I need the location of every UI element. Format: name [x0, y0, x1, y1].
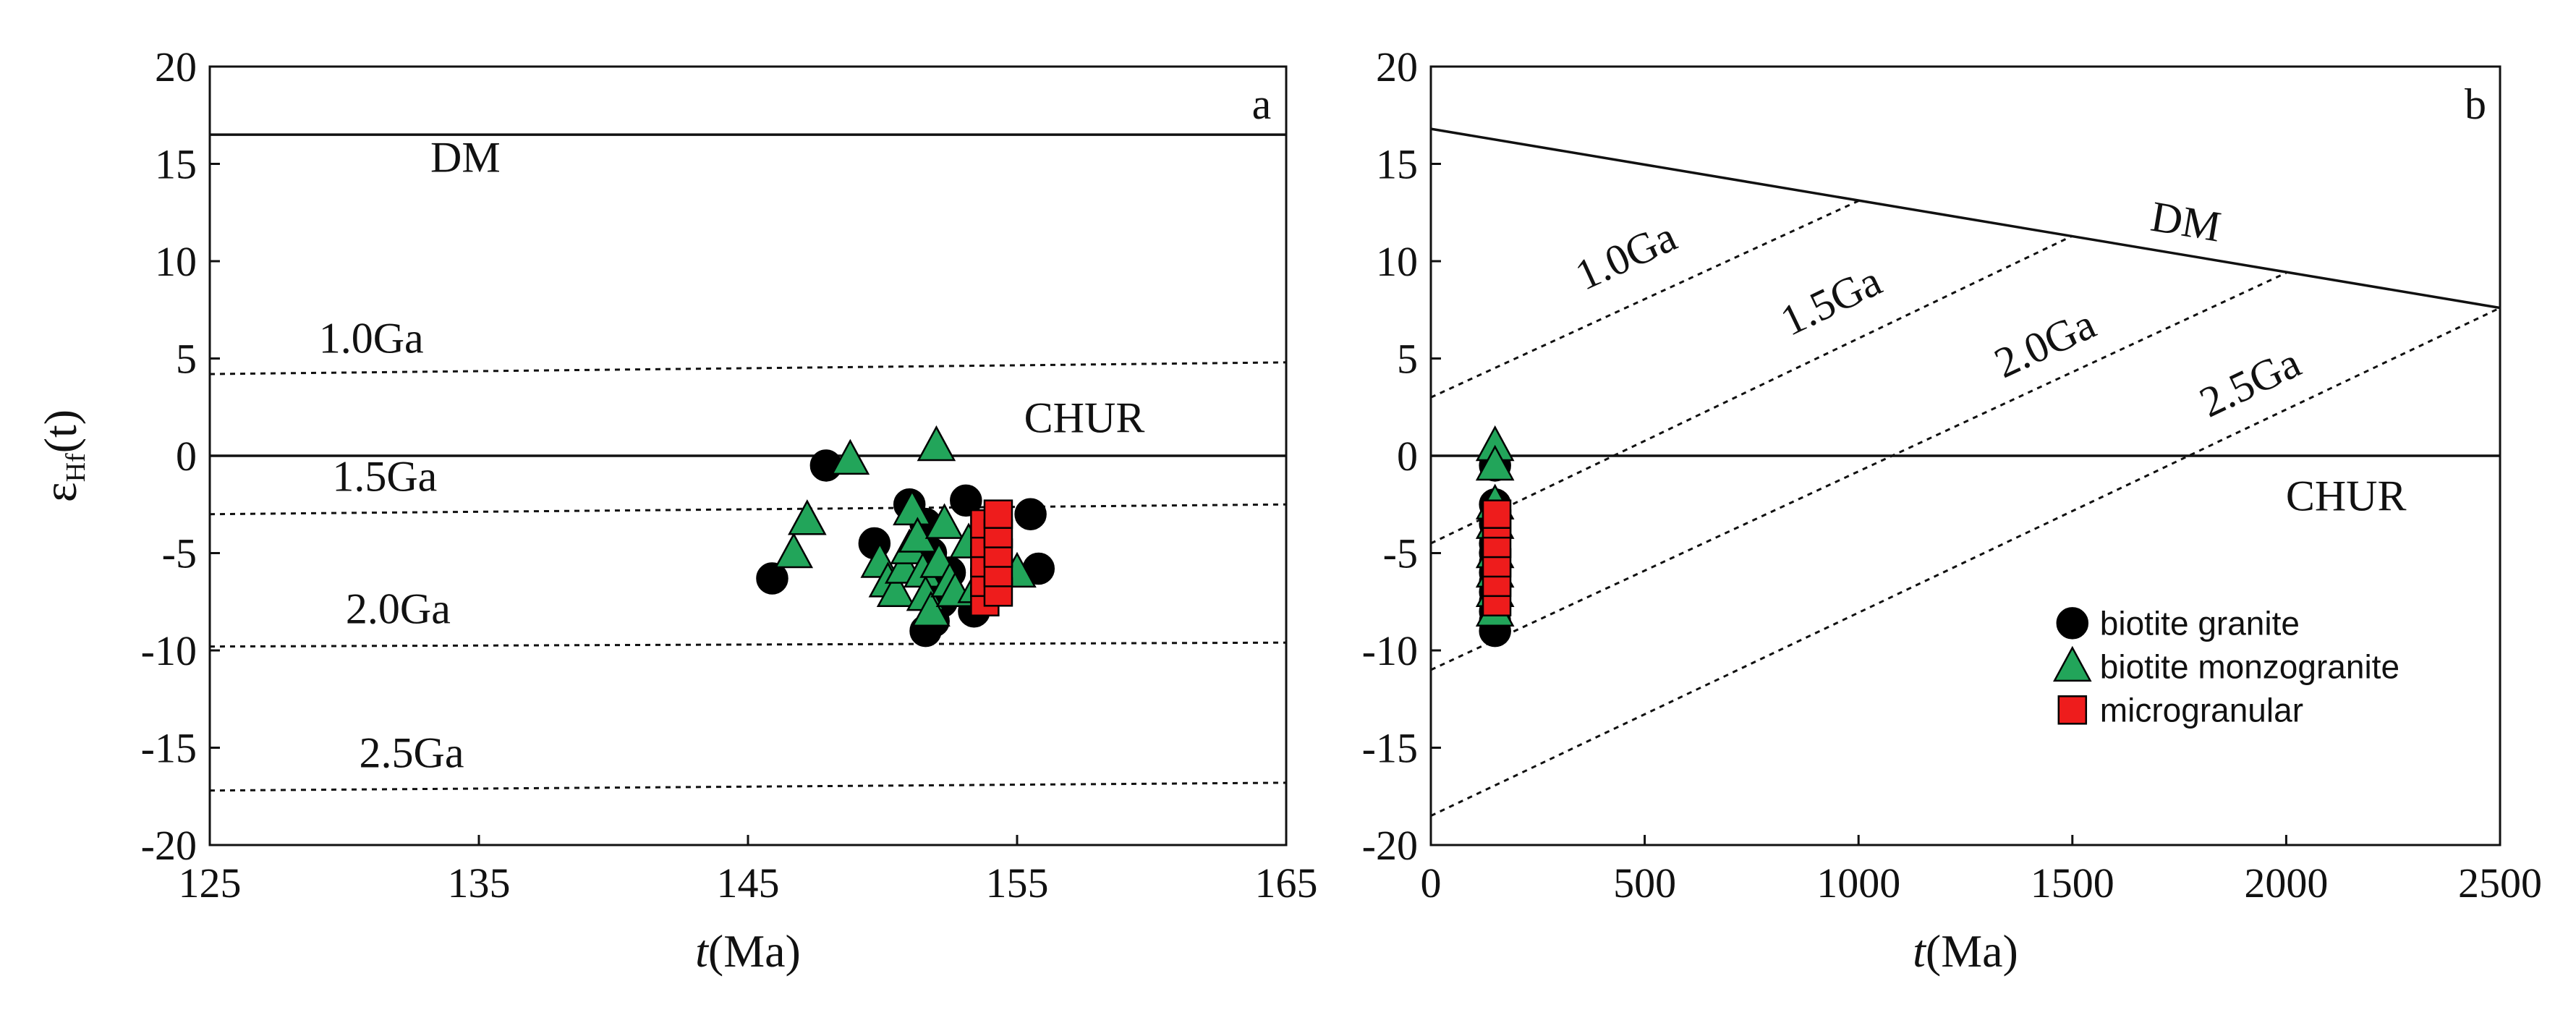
x-tick-label: 500: [1613, 859, 1676, 907]
y-tick-label: 20: [1376, 43, 1418, 90]
ref-label-1-5ga: 1.5Ga: [332, 452, 437, 500]
x-tick-label: 155: [986, 859, 1049, 907]
y-tick-label: 15: [155, 141, 197, 188]
ref-line-2-5ga: [1431, 307, 2500, 818]
series-square: [1482, 499, 1512, 616]
ref-label-2-5ga: 2.5Ga: [2193, 339, 2308, 427]
data-point-triangle: [924, 503, 964, 539]
y-tick-label: -15: [1362, 725, 1418, 772]
x-tick-label: 165: [1255, 859, 1318, 907]
y-tick-label: 15: [1376, 141, 1418, 188]
y-tick-label: -10: [141, 627, 197, 674]
data-point-square: [1482, 499, 1512, 529]
ref-label-2-0ga: 2.0Ga: [1987, 300, 2102, 387]
y-tick-label: 10: [155, 238, 197, 285]
legend-label: biotite granite: [2100, 604, 2300, 642]
legend-marker-square: [2057, 695, 2088, 725]
x-tick-label: 1000: [1816, 859, 1900, 907]
ref-label-chur: CHUR: [1024, 394, 1145, 442]
data-point-circle: [756, 562, 788, 595]
ref-label-dm: DM: [2148, 192, 2224, 251]
ref-line-1-0ga: [1431, 200, 1859, 399]
y-tick-label: -5: [1383, 530, 1418, 577]
x-axis-title: t(Ma): [695, 925, 801, 977]
y-tick-label: 0: [1397, 433, 1418, 480]
x-tick-label: 2500: [2458, 859, 2542, 907]
ref-line-1-5ga: [210, 503, 1286, 516]
ref-label-1-0ga: 1.0Ga: [1568, 212, 1683, 300]
panel-a: 125 135 145 155 165 -20 -15 -10 -5 0 5 10 15 20 DM CHUR…: [34, 43, 1318, 977]
x-axis-title: t(Ma): [1913, 925, 2018, 977]
y-axis-title: εHf(t): [34, 409, 91, 502]
ref-line-1-5ga: [1431, 234, 2073, 545]
x-tick-label: 125: [179, 859, 242, 907]
x-tick-label: 135: [448, 859, 511, 907]
ref-label-2-0ga: 2.0Ga: [346, 585, 451, 632]
data-point-triangle: [898, 517, 938, 553]
x-tick-label: 0: [1421, 859, 1442, 907]
ref-label-2-5ga: 2.5Ga: [360, 729, 464, 776]
ref-line-2-0ga: [210, 641, 1286, 648]
data-point-triangle: [788, 499, 827, 535]
x-tick-label: 2000: [2244, 859, 2328, 907]
legend-marker-circle: [2056, 607, 2089, 640]
x-tick-label: 145: [717, 859, 780, 907]
y-tick-label: -20: [1362, 822, 1418, 869]
y-tick-label: 20: [155, 43, 197, 90]
y-tick-label: -5: [162, 530, 197, 577]
ref-line-2-5ga: [210, 781, 1286, 792]
y-tick-label: -10: [1362, 627, 1418, 674]
data-point-square: [983, 499, 1013, 529]
data-point-triangle: [774, 532, 814, 569]
legend-label: microgranular: [2100, 691, 2303, 729]
legend-marker-triangle: [2052, 645, 2092, 682]
data-point-triangle: [876, 571, 916, 608]
legend-label: biotite monzogranite: [2100, 648, 2399, 685]
ref-label-dm: DM: [430, 133, 501, 181]
x-tick-label: 1500: [2031, 859, 2114, 907]
ref-label-chur: CHUR: [2286, 472, 2407, 519]
y-tick-label: -20: [141, 822, 197, 869]
panel-b: 0 500 1000 1500 2000 2500 -20 -15 -10 -5 0 5 10 15 20 D…: [1362, 43, 2542, 977]
y-tick-label: 5: [176, 336, 197, 383]
data-point-triangle: [1475, 444, 1515, 481]
ref-line-dm: [1431, 127, 2500, 310]
panel-letter-b: b: [2465, 80, 2486, 128]
y-tick-label: 0: [176, 433, 197, 480]
data-point-triangle: [911, 590, 951, 627]
panel-letter-a: a: [1252, 80, 1272, 128]
ref-label-1-0ga: 1.0Ga: [319, 314, 424, 362]
y-tick-label: 5: [1397, 336, 1418, 383]
data-point-circle: [1014, 498, 1047, 530]
ref-line-1-0ga: [210, 361, 1286, 375]
y-tick-label: 10: [1376, 238, 1418, 285]
data-point-triangle: [917, 425, 956, 462]
data-point-triangle: [830, 438, 870, 475]
data-point-triangle: [893, 489, 932, 526]
series-square: [970, 499, 1013, 616]
y-tick-label: -15: [141, 725, 197, 772]
legend: biotite granite biotite monzogranite micro…: [2052, 604, 2399, 729]
data-point-circle: [950, 484, 982, 517]
